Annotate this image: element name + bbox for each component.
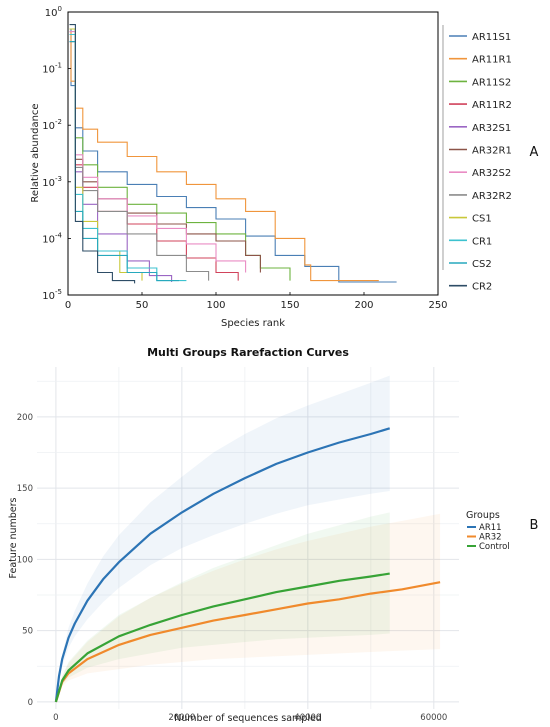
- y-tick-exponent: -4: [55, 231, 63, 239]
- rarefaction-gridlines: [37, 367, 459, 709]
- x-tick-label: 0: [65, 300, 71, 311]
- confidence-band-control: [55, 512, 390, 702]
- y-tick-exponent: -3: [55, 175, 62, 183]
- rarefaction-x-axis-label: Number of sequences sampled: [174, 713, 322, 724]
- y-tick-label: 50: [22, 627, 33, 637]
- rarefaction-x-ticks: 0 20000 40000 60000: [53, 713, 447, 723]
- legend-label-cs1: CS1: [472, 214, 492, 225]
- series-line-control: [54, 572, 390, 703]
- x-tick-label: 150: [280, 300, 299, 311]
- x-tick-label: 60000: [420, 713, 447, 723]
- rarefaction-plot-panel: [37, 367, 459, 709]
- y-tick-label: 10-4: [42, 231, 62, 245]
- y-tick-label: 10-1: [42, 62, 62, 76]
- rarefaction-confidence-bands: [55, 375, 441, 702]
- rarefaction-chart-title: Multi Groups Rarefaction Curves: [147, 346, 349, 359]
- y-tick-label: 10-2: [42, 118, 62, 132]
- rarefaction-legend-title: Groups: [466, 510, 500, 521]
- x-tick-label: 200: [354, 300, 373, 311]
- rank-abundance-legend: AR11S1 AR11R1 AR11S2 AR11R2 AR32S1 AR32R1 AR32…: [449, 32, 512, 293]
- x-tick-label: 0: [53, 713, 58, 723]
- x-tick-label: 250: [428, 300, 447, 311]
- x-tick-label: 50: [136, 300, 149, 311]
- panel-label-a: A: [530, 145, 539, 160]
- legend-label-ar11: AR11: [479, 523, 502, 533]
- panel-label-b: B: [530, 518, 539, 533]
- rank-abundance-x-ticks: 0 50 100 150 200 250: [65, 292, 448, 311]
- rank-abundance-chart: 0 50 100 150 200 250 10010-110-210-310-410-5 …: [30, 5, 539, 329]
- x-tick-label: 100: [206, 300, 225, 311]
- series-line-ar11r1: [69, 31, 379, 282]
- legend-label-ar11s2: AR11S2: [472, 77, 511, 88]
- legend-label-ar11r1: AR11R1: [472, 55, 512, 66]
- series-line-ar32r2: [69, 41, 210, 281]
- rank-abundance-y-axis-label: Relative abundance: [30, 103, 41, 202]
- legend-label-ar32r2: AR32R2: [472, 191, 512, 202]
- legend-label-control: Control: [479, 542, 510, 552]
- series-line-cs2: [69, 41, 179, 282]
- rank-abundance-series-group: [69, 24, 397, 284]
- series-line-ar11: [54, 427, 391, 703]
- series-line-ar11s1: [69, 28, 397, 283]
- rank-abundance-plot-frame: [67, 11, 439, 296]
- y-tick-exponent: -1: [55, 62, 62, 70]
- legend-label-ar32s2: AR32S2: [472, 168, 511, 179]
- rank-abundance-y-ticks: 100 10-1 10-2 10-3 10-4 10-5: [42, 5, 71, 302]
- rarefaction-y-ticks: 0 50 100 150 200: [17, 413, 33, 708]
- x-tick-label: 40000: [294, 713, 321, 723]
- legend-label-cr2: CR2: [472, 282, 492, 293]
- series-line-ar32: [54, 581, 441, 703]
- y-tick-label: 150: [17, 484, 33, 494]
- y-tick-label: 10-5: [42, 288, 62, 302]
- y-tick-exponent: -5: [55, 288, 62, 296]
- y-tick-label: 10-3: [42, 175, 62, 189]
- legend-label-ar11s1: AR11S1: [472, 32, 511, 43]
- legend-label-cr1: CR1: [472, 236, 492, 247]
- y-tick-label: 100: [45, 5, 62, 19]
- legend-label-ar32s1: AR32S1: [472, 123, 511, 134]
- y-tick-exponent: -2: [55, 118, 62, 126]
- rank-abundance-x-axis-label: Species rank: [221, 318, 285, 329]
- series-line-ar32s2: [69, 31, 247, 273]
- legend-label-ar32: AR32: [479, 533, 502, 543]
- x-tick-label: 20000: [168, 713, 195, 723]
- y-tick-label: 200: [17, 413, 33, 423]
- confidence-band-ar32: [55, 513, 441, 702]
- legend-label-ar11r2: AR11R2: [472, 100, 512, 111]
- confidence-band-ar11: [55, 375, 390, 702]
- y-tick-exponent: 0: [58, 5, 62, 13]
- rarefaction-y-axis-label: Feature numbers: [8, 497, 19, 578]
- legend-label-ar32r1: AR32R1: [472, 146, 512, 157]
- series-line-ar11s2: [69, 28, 291, 281]
- y-tick-label: 0: [28, 698, 33, 708]
- legend-label-cs2: CS2: [472, 259, 492, 270]
- series-line-cr1: [69, 33, 187, 282]
- rarefaction-chart: Multi Groups Rarefaction Curves 0 20000 40…: [8, 346, 538, 724]
- series-line-cr2: [69, 24, 136, 284]
- y-tick-label: 100: [17, 555, 33, 565]
- rarefaction-series-group: [54, 427, 441, 703]
